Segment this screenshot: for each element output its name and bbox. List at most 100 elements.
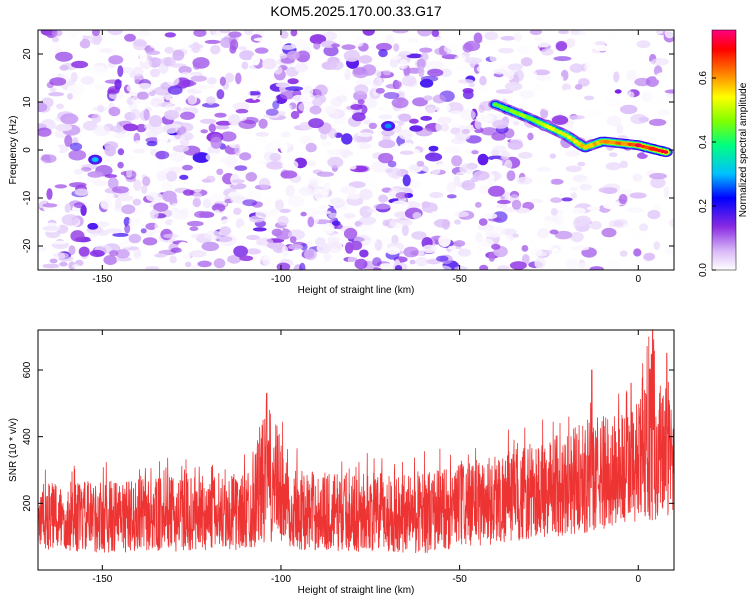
colorbar-tick-label: 0.4 [698, 135, 709, 149]
spectrogram-cell [134, 140, 143, 145]
spectrogram-ridge-peak [649, 146, 657, 151]
spectrogram-cell [460, 109, 476, 121]
spectrogram-cell [179, 174, 189, 180]
spectrogram-cell [587, 206, 600, 211]
spectrogram-cell [209, 65, 217, 78]
spectrogram-cell [153, 202, 169, 212]
spectrogram-cell [120, 240, 133, 249]
spectrogram-cell [488, 185, 505, 197]
spectrogram-cell [244, 145, 257, 153]
spectrogram-cell [114, 79, 122, 90]
spectrogram-cell [281, 159, 299, 171]
spectrogram-cell [584, 61, 591, 73]
spectrogram-cell [493, 68, 507, 75]
spectrogram-cell [504, 81, 523, 91]
spectrogram-cell [74, 188, 89, 196]
spectrogram-cell [192, 152, 211, 163]
spectrogram-cell [455, 66, 472, 71]
spectrogram-cell [70, 230, 85, 242]
spectrogram-cell [529, 30, 542, 36]
spectrogram-cell [448, 245, 457, 250]
spectrogram-cell [100, 32, 113, 44]
spectrogram-cell [264, 143, 276, 151]
spectrogram-cell [430, 211, 438, 219]
spectrogram-cell [192, 62, 201, 70]
spectrogram-cell [105, 193, 115, 200]
spectrogram-cell [490, 226, 506, 237]
spectrogram-cell [323, 226, 333, 232]
spectrogram-cell [112, 232, 129, 237]
spectrogram-cell [275, 82, 290, 88]
spectrogram-cell [461, 180, 476, 191]
spectrogram-cell [549, 153, 557, 159]
chart-title: KOM5.2025.170.00.33.G17 [270, 3, 441, 19]
spectrogram-cell [203, 216, 212, 223]
spectrogram-cell [577, 161, 586, 167]
spectrogram-cell [641, 91, 653, 103]
spectrogram-cell [565, 150, 580, 157]
spectrogram-cell [205, 152, 223, 162]
spectrogram-cell [214, 112, 227, 118]
spectrogram-cell [170, 135, 186, 142]
spectrogram-cell [219, 76, 226, 87]
spectrogram-cell [625, 197, 640, 208]
spectrogram-cell [327, 148, 337, 156]
spectrogram-cell [192, 180, 203, 193]
spectrogram-cell [269, 152, 281, 162]
spectrogram-cell [247, 91, 261, 96]
spectrogram-cell [280, 90, 296, 100]
spectrogram-cell [444, 146, 462, 154]
spectrogram-ridge-cell [566, 135, 572, 140]
spectrogram-cell [491, 243, 501, 250]
spectrogram-cell [651, 58, 669, 66]
spectrogram-cell [669, 218, 674, 228]
spectrogram-cell [664, 30, 674, 39]
spectrogram-cell [350, 240, 363, 251]
spectrogram-cell [107, 177, 119, 189]
spectrogram-cell [352, 66, 367, 76]
spectrogram-cell [78, 246, 90, 257]
spectrogram-cell [639, 223, 649, 232]
spectrogram-cell [148, 115, 163, 127]
spectrogram-ridge-cell [570, 137, 575, 142]
spectrogram-cell [657, 92, 668, 105]
spectrogram-cell [331, 43, 340, 48]
spectrogram-cell [241, 61, 249, 70]
spectrogram-ridge-cell [663, 150, 669, 154]
spectrogram-cell [281, 45, 295, 50]
spectrogram-cell [61, 214, 79, 226]
spectrogram-cell [238, 113, 248, 121]
spectrogram-cell [443, 43, 460, 54]
spectrogram-cell [99, 48, 113, 53]
spectrogram-cell [454, 132, 471, 141]
spectrogram-cell [543, 249, 553, 255]
spectrogram-cell [52, 252, 69, 259]
spectrogram-cell [598, 187, 612, 194]
spectrogram-cell [461, 129, 471, 134]
spectrogram-cell [608, 152, 618, 157]
spectrogram-cell [228, 114, 241, 126]
spectrogram-cell [163, 124, 179, 134]
spectrogram-cell [56, 103, 64, 110]
spectrogram-cell [479, 75, 487, 86]
spectrogram-cell [146, 141, 158, 147]
spectrogram-cell [340, 185, 357, 195]
spectrogram-cell [323, 252, 332, 262]
spectrogram-cell [280, 170, 298, 179]
spectrogram-cell [401, 75, 417, 87]
spectrogram-cell [216, 89, 225, 100]
spectrogram-cell [192, 197, 201, 208]
spectrogram-cell [341, 44, 356, 50]
spectrogram-cell [252, 227, 267, 232]
spectrogram-cell [49, 87, 57, 93]
spectrogram-cell [156, 133, 169, 145]
spectrogram-cell [626, 69, 637, 81]
spectrogram-cell [619, 104, 638, 115]
spectrogram-cell [313, 42, 321, 50]
spectrogram-cell [412, 97, 428, 107]
spectrogram-cell [379, 263, 394, 268]
spectrogram-cell [533, 36, 543, 42]
spectrogram-cell [304, 248, 317, 261]
spectrogram-cell [570, 30, 580, 35]
spectrogram-cell [546, 73, 564, 84]
